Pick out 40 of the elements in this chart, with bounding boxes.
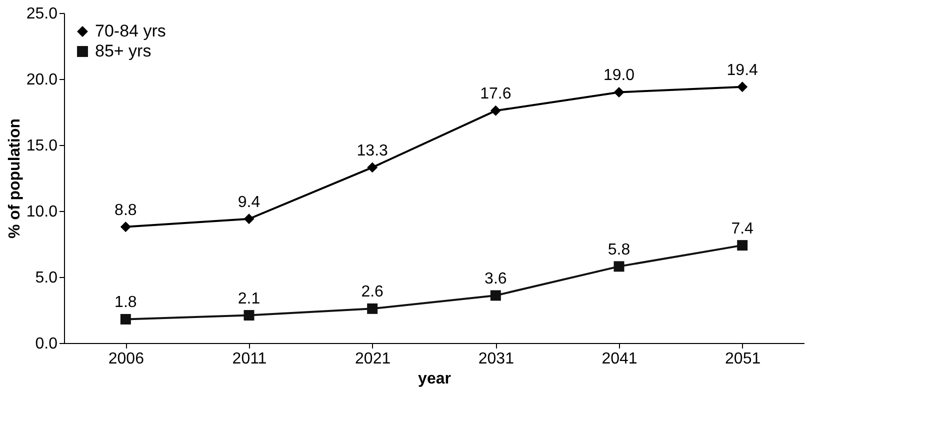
point: [244, 310, 254, 321]
data-label: 8.8: [114, 202, 137, 219]
point: [367, 162, 378, 173]
point: [120, 222, 131, 232]
x-tick-label: 2011: [232, 350, 267, 368]
data-label: 3.6: [484, 270, 507, 288]
y-tick-label: 5.0: [35, 270, 58, 286]
data-label: 17.6: [480, 86, 512, 103]
data-label: 9.4: [238, 194, 260, 211]
y-tick-label: 0.0: [35, 336, 58, 352]
point: [244, 214, 254, 224]
data-label: 13.3: [356, 142, 388, 160]
x-tick-label: 2021: [355, 350, 391, 368]
point: [737, 240, 748, 251]
point: [490, 105, 501, 116]
point: [120, 314, 131, 324]
data-label: 1.8: [114, 294, 137, 312]
point: [737, 82, 748, 92]
y-tick-label: 15.0: [26, 138, 58, 154]
point: [614, 261, 624, 272]
y-tick-label: 10.0: [26, 204, 58, 220]
x-tick-label: 2041: [602, 350, 638, 368]
data-label: 19.4: [726, 62, 758, 79]
data-label: 2.1: [238, 290, 260, 308]
x-tick-label: 2006: [108, 350, 144, 368]
point: [367, 303, 378, 314]
legend-label: 70-84 yrs: [95, 22, 166, 40]
legend-label: 85+ yrs: [95, 42, 152, 60]
point: [490, 290, 501, 301]
x-tick-label: 2051: [725, 350, 761, 368]
data-label: 7.4: [731, 220, 754, 238]
y-tick-label: 20.0: [26, 72, 58, 88]
data-label: 5.8: [608, 241, 630, 258]
y-tick-label: 25.0: [26, 6, 58, 22]
y-axis-title: % of population: [6, 118, 24, 238]
data-label: 2.6: [361, 284, 384, 301]
data-label: 19.0: [603, 67, 635, 84]
x-axis-title: year: [418, 370, 451, 388]
point: [614, 86, 624, 98]
x-tick-label: 2031: [478, 350, 514, 368]
